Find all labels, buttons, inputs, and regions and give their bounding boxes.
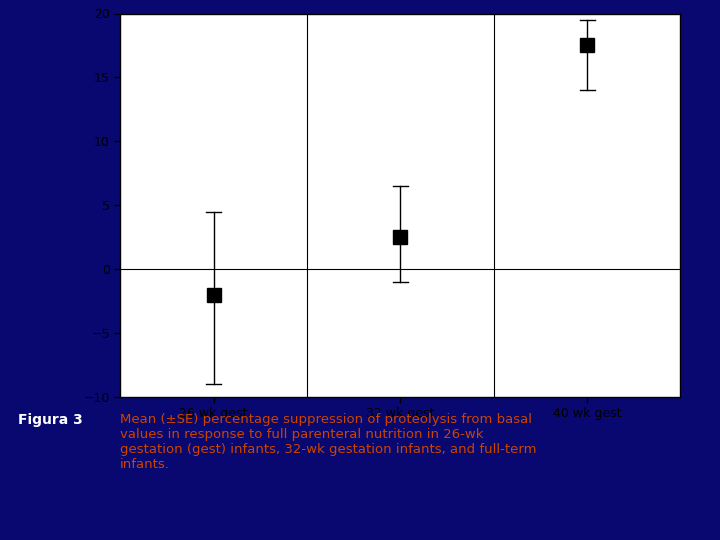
Text: Mean (±SE) percentage suppression of proteolysis from basal
values in response t: Mean (±SE) percentage suppression of pro…	[120, 413, 536, 471]
Text: Figura 3: Figura 3	[18, 413, 83, 427]
